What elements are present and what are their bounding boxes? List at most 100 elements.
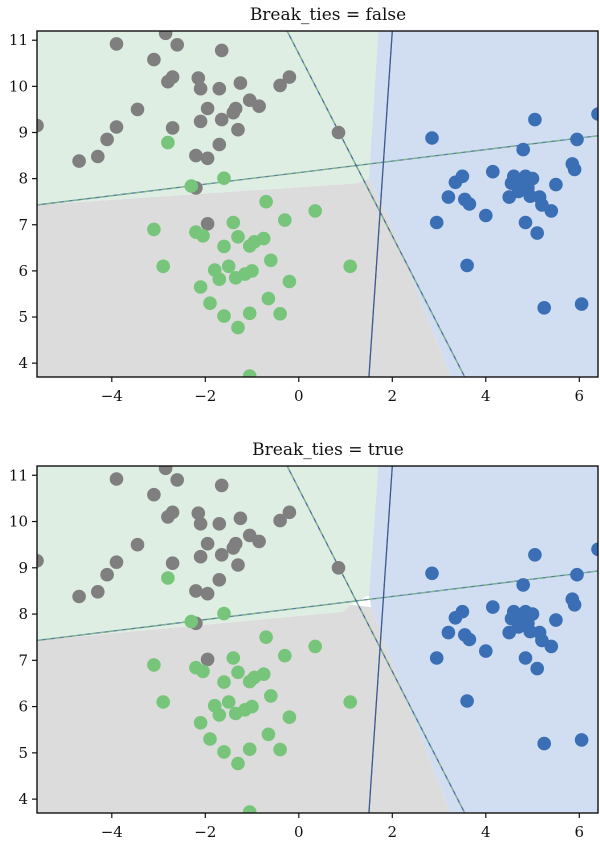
data-point [189,584,203,598]
data-point [217,675,231,689]
data-point [528,548,542,562]
data-point [479,644,493,658]
y-tick-label-bottom: 8 [18,605,28,623]
series-2-top [147,135,358,377]
panel-bottom: −4 −2 0 2 4 6 4 5 6 7 8 9 10 11 Break_ties = true [9,440,599,841]
data-point [100,132,114,147]
x-tick-label-top: 4 [481,387,491,405]
data-point [193,716,208,730]
data-point [226,651,241,665]
data-point [161,135,175,150]
panel-title-bottom: Break_ties = true [252,440,404,460]
data-point [221,695,236,709]
series-2-bottom [147,571,358,813]
data-point [460,694,474,708]
data-point [261,727,276,742]
data-point [460,258,474,273]
boundary-line-dash-2-top [286,31,466,377]
data-point [343,259,358,274]
x-tick-label-top: 6 [575,387,585,405]
data-point [282,70,297,84]
data-point [525,171,540,186]
data-point [462,632,477,647]
plot-area-top [37,31,598,377]
data-point [170,38,184,52]
data-point [191,506,206,520]
y-tick-label-top: 11 [9,31,28,49]
plot-area-bottom [37,466,598,813]
data-point [212,517,227,531]
data-point [200,151,215,166]
data-point [156,695,170,709]
data-point [455,604,470,619]
data-point [228,536,243,551]
data-point [130,537,145,552]
data-point [441,190,456,204]
data-point [516,142,530,157]
data-point [518,215,533,230]
data-point [189,148,203,163]
data-point [200,217,215,231]
data-point [217,745,231,759]
data-point [570,132,584,147]
y-tick-label-top: 4 [18,354,28,372]
data-point [156,259,170,274]
data-point [217,239,231,254]
data-point [245,699,259,714]
data-point [259,194,273,209]
data-point [264,689,278,703]
data-point [455,169,470,184]
y-tick-label-bottom: 9 [18,559,28,577]
data-point [37,554,44,568]
y-tick-label-top: 8 [18,170,28,188]
data-point [273,742,287,757]
data-point [242,369,257,377]
data-point [147,52,161,67]
y-tick-label-top: 7 [18,216,28,234]
data-point [212,81,227,96]
data-point [212,573,227,587]
data-point [231,230,245,244]
series-1-bottom [37,466,346,667]
data-point [109,37,124,51]
data-point [252,99,266,113]
data-point [528,112,542,127]
data-point [193,517,208,531]
data-point [231,665,245,680]
data-point [130,102,145,117]
x-tick-label-top: −2 [194,387,216,405]
data-point [537,736,551,751]
data-point [217,171,231,185]
data-point [233,76,248,90]
y-tick-label-bottom: 4 [18,790,28,808]
data-point [147,658,161,672]
boundary-line-dash-3-top [368,31,393,377]
axes-frame-bottom [36,465,599,814]
y-tick-label-top: 6 [18,262,28,280]
data-point [549,177,563,192]
data-point [165,505,180,520]
data-point [259,630,273,644]
data-point [242,742,257,756]
data-point [486,164,500,179]
data-point [228,101,243,116]
data-point [591,542,598,557]
data-point [261,291,276,306]
data-point [184,179,199,193]
y-tick-label-bottom: 6 [18,698,28,716]
data-point [217,606,231,621]
data-point [196,664,210,679]
y-tick-label-top: 5 [18,308,28,326]
y-tick-label-top: 10 [9,77,28,95]
boundary-line-dash-1-top [37,135,598,206]
data-point [308,639,323,654]
data-point [331,125,346,140]
data-point [193,280,208,294]
data-point [245,264,259,278]
data-point [570,567,584,582]
data-point [537,301,551,315]
data-point [231,122,245,137]
data-point [242,306,257,321]
x-tick-label-bottom: 4 [481,823,491,841]
data-point [161,571,175,585]
